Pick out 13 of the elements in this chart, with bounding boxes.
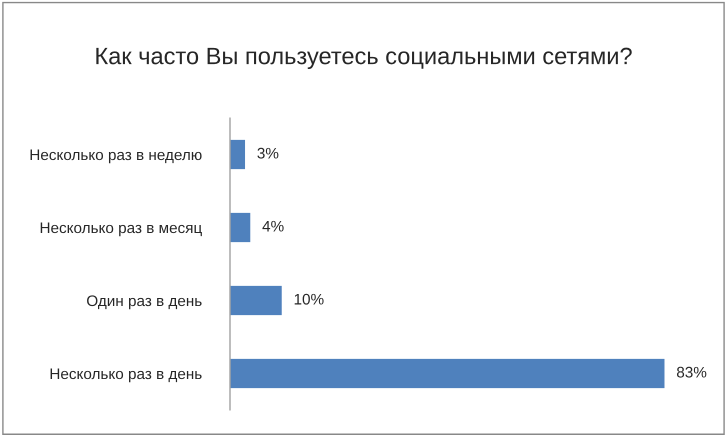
chart-title: Как часто Вы пользуетесь социальными сетями?	[96, 48, 632, 70]
y-tick-label: Один раз в день	[87, 295, 202, 310]
data-label: 3%	[257, 148, 278, 159]
data-label: 4%	[262, 220, 284, 232]
bar	[230, 357, 666, 390]
data-label: 10%	[294, 294, 324, 305]
y-tick-label: Несколько раз в день	[50, 368, 202, 382]
y-tick-label: Несколько раз в неделю	[30, 150, 202, 164]
y-tick-label: Несколько раз в месяц	[40, 222, 202, 236]
bar	[230, 138, 246, 171]
data-label: 83%	[676, 366, 706, 378]
bar	[230, 211, 252, 244]
bar	[230, 284, 284, 317]
